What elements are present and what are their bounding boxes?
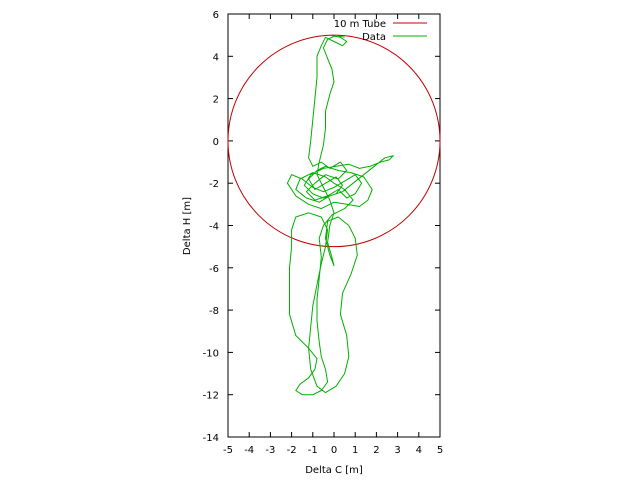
y-tick-label: 2 [213,95,219,106]
y-tick-label: 0 [213,137,219,148]
x-axis-label: Delta C [m] [305,465,363,476]
x-tick-label: -5 [223,445,233,456]
series-data-line [286,34,394,396]
y-tick-label: -8 [209,306,219,317]
x-tick-label: 0 [331,445,337,456]
y-tick-label: -6 [209,264,219,275]
x-tick-label: -2 [287,445,297,456]
x-tick-label: 3 [394,445,400,456]
series-tube-circle [227,34,441,248]
x-tick-label: -3 [265,445,275,456]
y-tick-label: -14 [203,433,219,444]
x-tick-label: 5 [437,445,443,456]
x-tick-label: -1 [308,445,318,456]
y-tick-label: -2 [209,179,219,190]
y-axis-label: Delta H [m] [182,197,193,255]
y-tick-label: 6 [213,10,219,21]
plot-frame [227,13,441,438]
legend-label-data: Data [362,32,386,43]
y-tick-label: 4 [213,52,219,63]
legend-label-tube: 10 m Tube [334,19,386,30]
series-layer [227,34,441,396]
axis-ticks [227,13,441,438]
y-tick-label: -4 [209,222,219,233]
y-tick-label: -12 [203,391,219,402]
x-tick-label: 4 [416,445,422,456]
legend: 10 m Tube Data [334,19,427,43]
y-tick-label: -10 [203,348,219,359]
x-tick-label: -4 [244,445,254,456]
x-tick-label: 2 [373,445,379,456]
x-tick-label: 1 [352,445,358,456]
